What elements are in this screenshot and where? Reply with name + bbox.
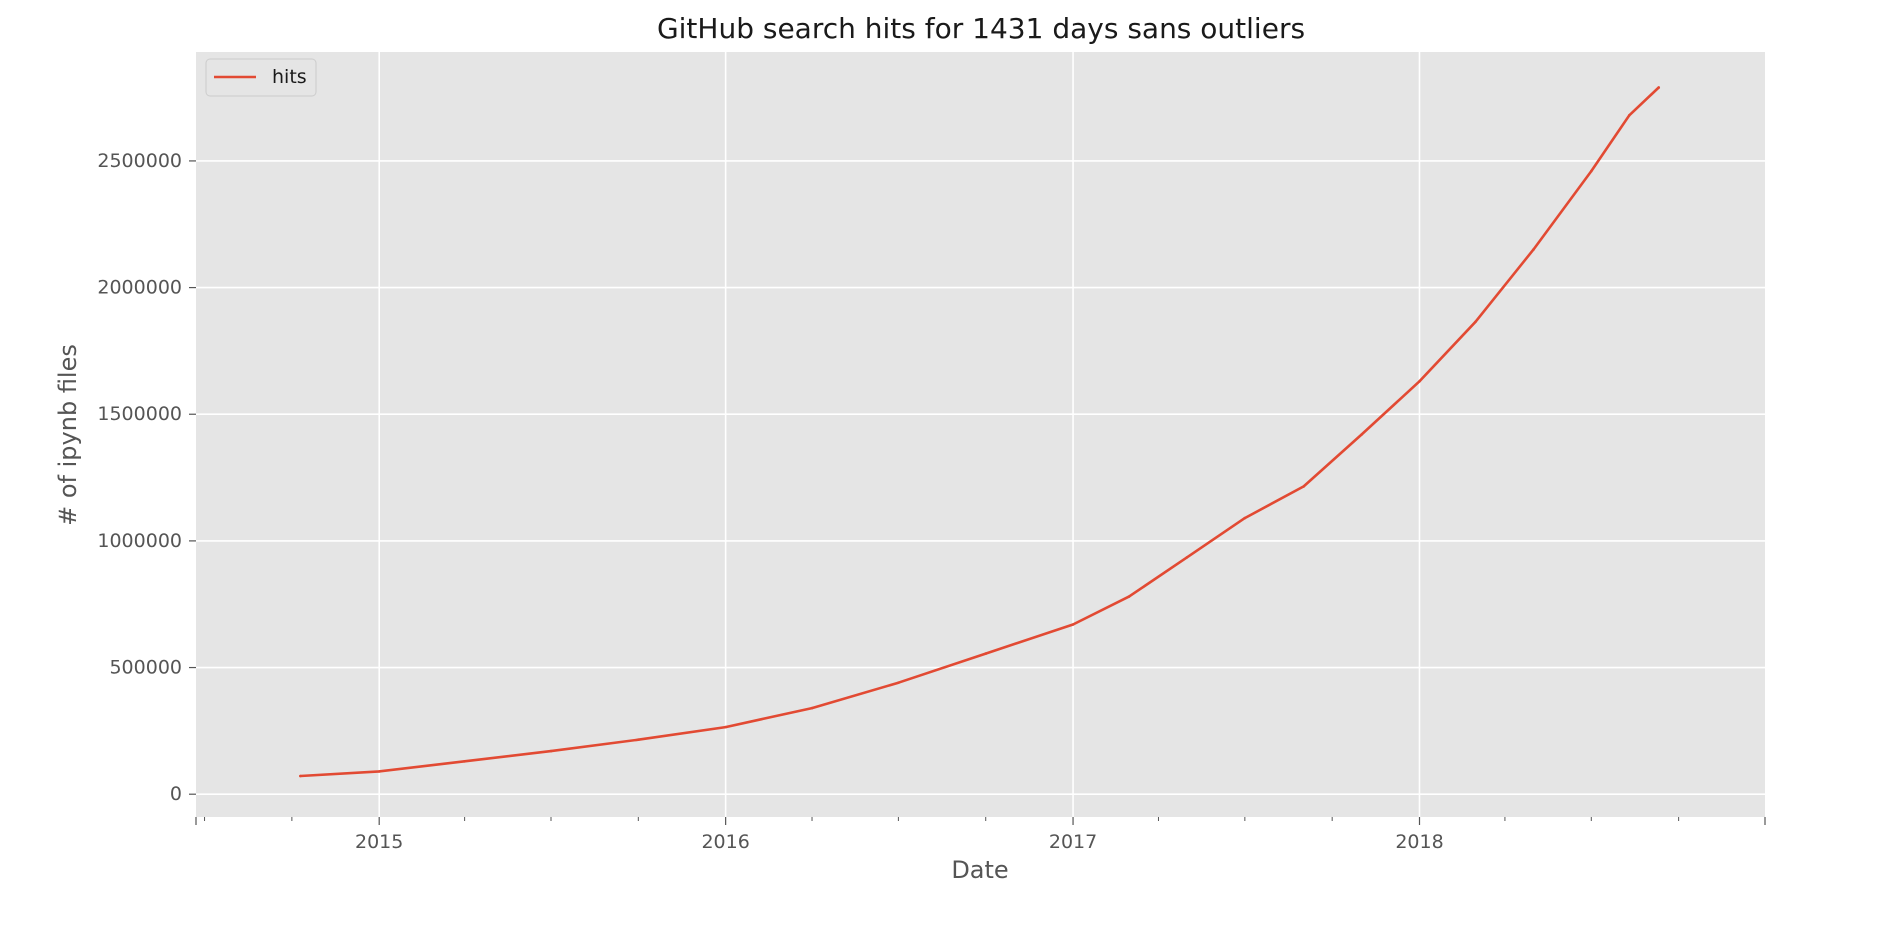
series-point	[1532, 248, 1535, 251]
series-point	[1071, 623, 1075, 626]
series-point	[549, 749, 553, 753]
x-tick-label: 2016	[701, 831, 749, 853]
legend-label: hits	[272, 66, 307, 88]
y-tick-label: 1000000	[97, 530, 182, 552]
x-axis-label: Date	[951, 856, 1008, 884]
legend: hits	[205, 58, 317, 97]
x-axis: 2015 2016 2017 2018	[195, 817, 1766, 853]
series-point	[1474, 320, 1477, 324]
series-layer	[299, 86, 1660, 778]
series-point	[1243, 516, 1247, 520]
series-point	[377, 770, 381, 773]
x-tick-label: 2018	[1395, 831, 1443, 853]
series-point	[984, 652, 987, 655]
series-point	[1657, 86, 1660, 89]
y-tick-label: 500000	[109, 657, 182, 679]
series-point	[1590, 169, 1593, 173]
y-axis: 0 500000 1000000 1500000 2000000 2500000	[97, 150, 196, 805]
series-point	[1360, 433, 1363, 436]
series-point	[1418, 380, 1421, 383]
series-point	[1185, 556, 1189, 559]
series-point	[637, 738, 640, 741]
series-point	[810, 706, 814, 710]
series-point	[1302, 485, 1305, 488]
legend-box	[205, 58, 317, 97]
grid-lines	[196, 52, 1765, 817]
y-axis-label: # of ipynb files	[54, 344, 82, 526]
y-tick-label: 2500000	[97, 150, 182, 172]
series-point	[463, 760, 466, 763]
y-tick-label: 1500000	[97, 403, 182, 425]
series-point	[299, 774, 302, 778]
series-point	[1628, 114, 1631, 117]
plot-area	[196, 52, 1765, 817]
series-point	[724, 725, 727, 729]
series-point	[1127, 595, 1131, 598]
y-tick-label: 2000000	[97, 277, 182, 299]
y-tick-label: 0	[170, 783, 182, 805]
x-tick-label: 2015	[355, 831, 403, 853]
series-point	[897, 681, 900, 684]
chart-title: GitHub search hits for 1431 days sans ou…	[657, 12, 1305, 45]
x-tick-label: 2017	[1049, 831, 1097, 853]
